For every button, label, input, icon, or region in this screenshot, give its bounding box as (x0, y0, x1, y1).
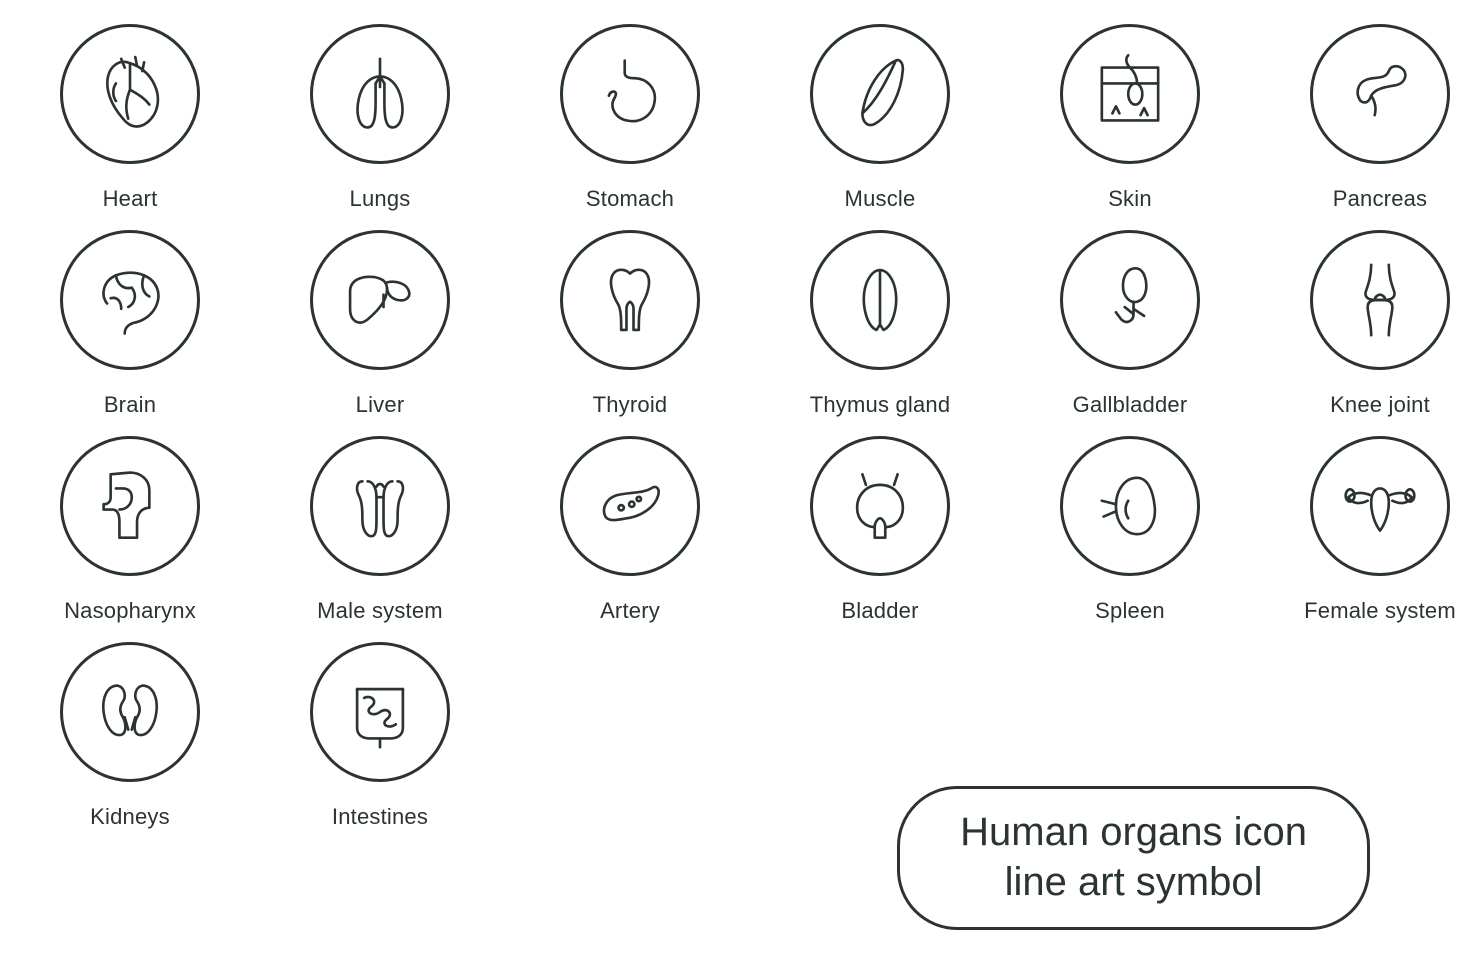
gallbladder-icon (1060, 230, 1200, 370)
icon-cell-heart: Heart (40, 24, 220, 212)
icon-label: Nasopharynx (64, 598, 196, 624)
icon-cell-skin: Skin (1040, 24, 1220, 212)
icon-label: Stomach (586, 186, 674, 212)
artery-icon (560, 436, 700, 576)
icon-cell-pancreas: Pancreas (1290, 24, 1470, 212)
icon-cell-thymus: Thymus gland (790, 230, 970, 418)
thymus-icon (810, 230, 950, 370)
icon-label: Kidneys (90, 804, 170, 830)
spleen-icon (1060, 436, 1200, 576)
intestines-icon (310, 642, 450, 782)
icon-cell-nasopharynx: Nasopharynx (40, 436, 220, 624)
female-system-icon (1310, 436, 1450, 576)
knee-joint-icon (1310, 230, 1450, 370)
icon-label: Muscle (845, 186, 916, 212)
title-line-2: line art symbol (960, 857, 1307, 907)
icon-label: Skin (1108, 186, 1152, 212)
skin-icon (1060, 24, 1200, 164)
icon-grid: Heart Lungs Stomach (40, 24, 1430, 830)
icon-cell-intestines: Intestines (290, 642, 470, 830)
icon-cell-kidneys: Kidneys (40, 642, 220, 830)
icon-cell-lungs: Lungs (290, 24, 470, 212)
icon-label: Intestines (332, 804, 428, 830)
icon-cell-muscle: Muscle (790, 24, 970, 212)
liver-icon (310, 230, 450, 370)
icon-label: Heart (103, 186, 158, 212)
title-pill: Human organs icon line art symbol (897, 786, 1370, 930)
icon-cell-bladder: Bladder (790, 436, 970, 624)
icon-label: Male system (317, 598, 443, 624)
icon-cell-artery: Artery (540, 436, 720, 624)
icon-cell-gallbladder: Gallbladder (1040, 230, 1220, 418)
bladder-icon (810, 436, 950, 576)
thyroid-icon (560, 230, 700, 370)
icon-label: Bladder (841, 598, 918, 624)
icon-label: Liver (356, 392, 405, 418)
icon-cell-spleen: Spleen (1040, 436, 1220, 624)
pancreas-icon (1310, 24, 1450, 164)
icon-sheet: Heart Lungs Stomach (0, 0, 1470, 980)
nasopharynx-icon (60, 436, 200, 576)
muscle-icon (810, 24, 950, 164)
icon-label: Thyroid (593, 392, 668, 418)
lungs-icon (310, 24, 450, 164)
icon-cell-male: Male system (290, 436, 470, 624)
icon-label: Gallbladder (1073, 392, 1188, 418)
icon-label: Pancreas (1333, 186, 1428, 212)
kidneys-icon (60, 642, 200, 782)
icon-label: Thymus gland (810, 392, 951, 418)
icon-label: Knee joint (1330, 392, 1430, 418)
icon-label: Female system (1304, 598, 1456, 624)
icon-cell-knee: Knee joint (1290, 230, 1470, 418)
icon-label: Spleen (1095, 598, 1165, 624)
icon-cell-female: Female system (1290, 436, 1470, 624)
icon-cell-liver: Liver (290, 230, 470, 418)
heart-icon (60, 24, 200, 164)
male-system-icon (310, 436, 450, 576)
icon-label: Lungs (350, 186, 411, 212)
brain-icon (60, 230, 200, 370)
icon-cell-thyroid: Thyroid (540, 230, 720, 418)
icon-cell-brain: Brain (40, 230, 220, 418)
title-line-1: Human organs icon (960, 807, 1307, 857)
icon-cell-stomach: Stomach (540, 24, 720, 212)
stomach-icon (560, 24, 700, 164)
icon-label: Artery (600, 598, 660, 624)
icon-label: Brain (104, 392, 156, 418)
